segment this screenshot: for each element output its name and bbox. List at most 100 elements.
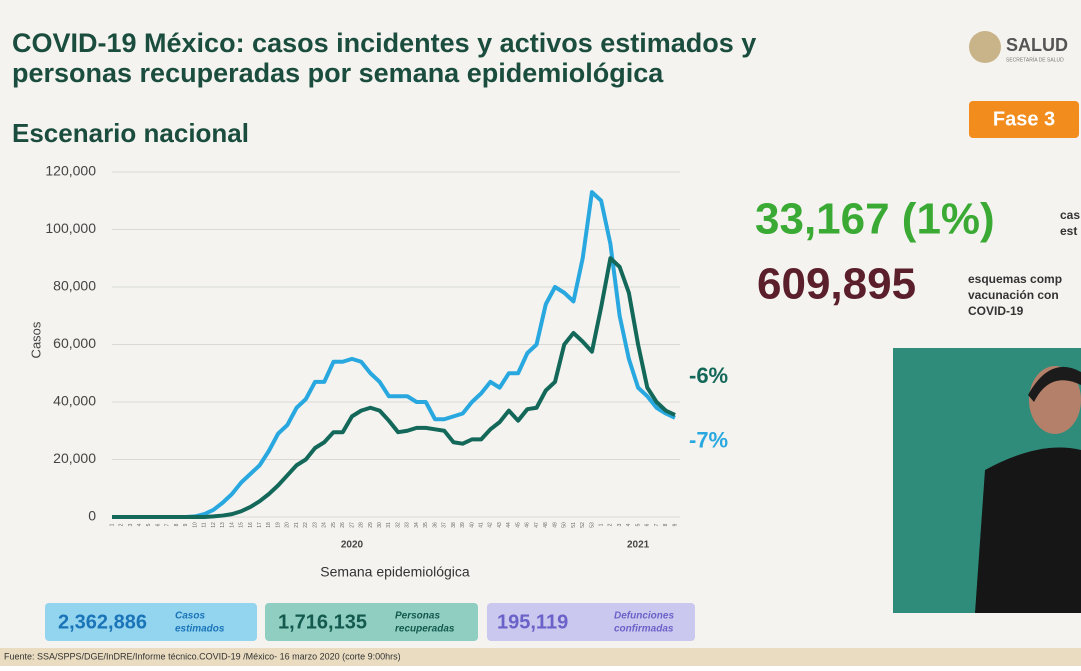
line-series (112, 256, 676, 519)
x-tick-label: 44 (506, 522, 512, 528)
x-tick-label: 52 (580, 522, 586, 528)
stats: 2,362,886 Casos estimados 1,716,135 Pers… (45, 603, 695, 641)
stat-value: 1,716,135 (278, 611, 367, 633)
end-label: -7% (689, 428, 728, 453)
x-tick-label: 40 (469, 522, 475, 528)
x-tick-label: 1 (598, 523, 604, 526)
highlight-text: est (1060, 224, 1077, 238)
x-tick-label: 49 (552, 522, 558, 528)
x-tick-label: 12 (211, 522, 217, 528)
logo: SALUD (1006, 35, 1068, 55)
x-tick-label: 17 (257, 522, 263, 528)
stat-label: Casos (175, 611, 205, 622)
x-tick-label: 29 (368, 522, 374, 528)
y-tick-label: 40,000 (53, 393, 96, 409)
y-tick-label: 20,000 (53, 450, 96, 466)
x-tick-label: 28 (359, 522, 365, 528)
x-tick-label: 48 (543, 522, 549, 528)
title: COVID-19 México: casos incidentes y acti… (12, 28, 756, 58)
x-tick-label: 16 (248, 522, 254, 528)
x-tick-label: 1 (109, 523, 115, 526)
x-tick-label: 5 (146, 523, 152, 526)
logo-sub: SECRETARÍA DE SALUD (1006, 56, 1064, 63)
interpreter-video (893, 348, 1081, 613)
x-axis-label: Semana epidemiológica (320, 564, 470, 580)
highlight-value: 33,167 (1%) (755, 195, 995, 244)
x-tick-label: 32 (395, 522, 401, 528)
x-tick-label: 35 (423, 522, 429, 528)
x-tick-label: 2 (119, 523, 125, 526)
x-tick-label: 53 (589, 522, 595, 528)
x-tick-label: 6 (645, 523, 651, 526)
x-tick-label: 7 (165, 523, 171, 526)
x-tick-label: 6 (155, 523, 161, 526)
source: Fuente: SSA/SPPS/DGE/InDRE/Informe técni… (4, 651, 401, 661)
stat-box (487, 603, 695, 641)
x-tick-label: 8 (174, 523, 180, 526)
y-tick-label: 100,000 (45, 220, 96, 236)
x-tick-label: 37 (442, 522, 448, 528)
x-tick-label: 42 (488, 522, 494, 528)
line-series (112, 190, 676, 519)
logo-emblem (969, 31, 1001, 63)
x-tick-label: 9 (672, 523, 678, 526)
x-tick-label: 39 (460, 522, 466, 528)
subtitle: Escenario nacional (12, 118, 249, 148)
x-tick-label: 8 (663, 523, 669, 526)
y-tick-label: 80,000 (53, 278, 96, 294)
highlight-text: esquemas comp (968, 272, 1062, 286)
x-tick-label: 27 (349, 522, 355, 528)
stat-box (265, 603, 478, 641)
y-tick-label: 120,000 (45, 163, 96, 179)
highlight-text: cas (1060, 208, 1080, 222)
highlight-text: COVID-19 (968, 304, 1024, 318)
x-tick-label: 4 (137, 523, 143, 526)
x-tick-label: 22 (303, 522, 309, 528)
x-tick-label: 13 (220, 522, 226, 528)
stat-label: estimados (175, 624, 225, 635)
stat-value: 195,119 (497, 611, 568, 633)
x-tick-label: 41 (479, 522, 485, 528)
x-tick-label: 2 (608, 523, 614, 526)
x-tick-label: 45 (515, 522, 521, 528)
x-tick-label: 33 (405, 522, 411, 528)
badge-text: Fase 3 (993, 108, 1055, 130)
y-tick-label: 0 (88, 508, 96, 524)
stat-label: Defunciones (614, 611, 674, 622)
y-axis-label: Casos (28, 321, 43, 358)
x-tick-label: 23 (312, 522, 318, 528)
x-tick-label: 38 (451, 522, 457, 528)
x-tick-label: 4 (626, 523, 632, 526)
badge (969, 101, 1079, 138)
stat-box (45, 603, 257, 641)
x-tick-label: 3 (617, 523, 623, 526)
x-tick-label: 15 (239, 522, 245, 528)
highlight-text: vacunación con (968, 288, 1059, 302)
x-tick-label: 50 (562, 522, 568, 528)
x-tick-label: 21 (294, 522, 300, 528)
x-tick-label: 9 (183, 523, 189, 526)
x-tick-label: 7 (654, 523, 660, 526)
x-tick-label: 19 (275, 522, 281, 528)
x-tick-label: 36 (432, 522, 438, 528)
person (975, 447, 1081, 613)
x-tick-label: 11 (202, 522, 208, 527)
highlight-value: 609,895 (757, 260, 916, 309)
title: personas recuperadas por semana epidemio… (12, 58, 664, 88)
x-tick-label: 18 (266, 522, 272, 528)
x-group-label: 2021 (627, 540, 650, 551)
x-tick-label: 24 (322, 522, 328, 528)
x-tick-label: 46 (525, 522, 531, 528)
x-tick-label: 43 (497, 522, 503, 528)
x-tick-label: 31 (386, 522, 392, 528)
x-tick-label: 10 (192, 522, 198, 528)
end-label: -6% (689, 363, 728, 388)
x-tick-label: 26 (340, 522, 346, 528)
x-group-label: 2020 (341, 540, 364, 551)
x-tick-label: 25 (331, 522, 337, 528)
x-tick-label: 5 (635, 523, 641, 526)
stat-label: Personas (395, 611, 440, 622)
footer-bar (0, 648, 1081, 666)
x-tick-label: 30 (377, 522, 383, 528)
